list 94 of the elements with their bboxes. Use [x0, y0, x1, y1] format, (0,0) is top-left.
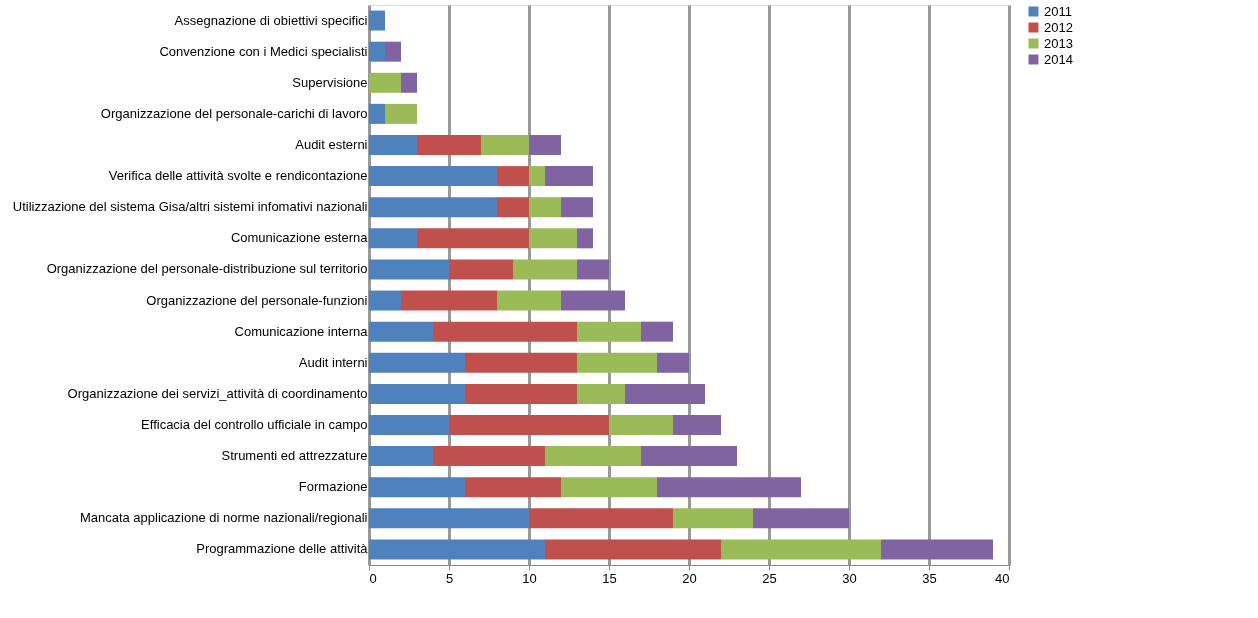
- legend-label: 2011: [1044, 3, 1072, 19]
- x-tick-label: 10: [522, 570, 537, 586]
- bar: [369, 72, 401, 93]
- y-tick-label: Mancata applicazione di norme nazionali/regionali: [79, 510, 368, 526]
- bar: [545, 166, 593, 187]
- bar: [401, 72, 417, 93]
- bar: [577, 352, 657, 373]
- bar: [673, 415, 721, 435]
- bar: [369, 477, 465, 498]
- bar: [561, 477, 657, 498]
- y-tick-label: Organizzazione del personale-carichi di lavoro: [100, 105, 368, 121]
- bar: [369, 321, 433, 342]
- bar: [721, 539, 881, 560]
- y-tick-label: Utilizzazione del sistema Gisa/altri sistemi infomativi nazionali: [12, 199, 368, 215]
- bar: [401, 290, 497, 311]
- bar: [369, 539, 545, 560]
- bar: [417, 228, 529, 249]
- bar: [529, 508, 673, 529]
- y-tick-label: Programmazione delle attività: [196, 541, 369, 557]
- bar: [369, 103, 385, 124]
- x-tick-label: 40: [995, 570, 1010, 586]
- bar: [369, 259, 449, 280]
- bar: [481, 135, 529, 155]
- bar: [625, 383, 705, 404]
- x-tick-label: 25: [762, 570, 777, 586]
- y-tick-label: Comunicazione interna: [234, 323, 369, 339]
- bar: [369, 508, 529, 529]
- y-tick-label: Strumenti ed attrezzature: [221, 448, 368, 464]
- legend-label: 2013: [1044, 35, 1073, 51]
- x-tick-label: 35: [922, 570, 937, 586]
- x-tick-label: 0: [369, 570, 377, 586]
- bar: [465, 352, 577, 373]
- bar: [641, 321, 673, 342]
- bar: [369, 41, 385, 62]
- y-tick-label: Efficacia del controllo ufficiale in campo: [141, 417, 368, 432]
- y-tick-label: Audit interni: [298, 354, 368, 370]
- legend-label: 2012: [1044, 19, 1073, 35]
- bar: [369, 383, 465, 404]
- bar: [433, 321, 577, 342]
- bar: [561, 290, 625, 311]
- bar: [529, 197, 561, 218]
- y-tick-label: Organizzazione dei servizi_attività di coordinamento: [67, 385, 368, 401]
- bar: [417, 135, 481, 155]
- bar: [753, 508, 849, 529]
- y-tick-label: Supervisione: [292, 74, 368, 90]
- bar: [577, 321, 641, 342]
- bar: [449, 415, 609, 435]
- bar: [385, 41, 401, 62]
- bar: [641, 446, 737, 467]
- x-tick-label: 20: [682, 570, 697, 586]
- bar: [369, 197, 497, 218]
- bar: [497, 197, 529, 218]
- bar: [369, 352, 465, 373]
- bar: [577, 259, 609, 280]
- y-tick-label: Convenzione con i Medici specialisti: [159, 43, 368, 59]
- bar: [545, 446, 641, 467]
- bar: [369, 446, 433, 467]
- bar: [513, 259, 577, 280]
- bar: [657, 352, 689, 373]
- bar: [657, 477, 801, 498]
- y-tick-label: Organizzazione del personale-funzioni: [146, 292, 368, 308]
- bar: [385, 103, 417, 124]
- bar: [497, 166, 529, 187]
- y-tick-label: Formazione: [298, 479, 368, 495]
- y-tick-label: Comunicazione esterna: [230, 230, 369, 246]
- bar: [433, 446, 545, 467]
- bar: [369, 10, 385, 31]
- bar: [369, 166, 497, 187]
- bar: [497, 290, 561, 311]
- bar: [609, 415, 673, 435]
- bar: [369, 290, 401, 311]
- bar: [577, 383, 625, 404]
- bar: [369, 135, 417, 155]
- y-tick-label: Verifica delle attività svolte e rendicontazione: [108, 168, 368, 184]
- bar: [449, 259, 513, 280]
- bar: [673, 508, 753, 529]
- legend-label: 2014: [1044, 51, 1073, 67]
- x-tick-label: 30: [842, 570, 857, 586]
- bar: [465, 383, 577, 404]
- y-tick-label: Audit esterni: [295, 137, 368, 152]
- y-tick-label: Organizzazione del personale-distribuzione sul territorio: [46, 261, 368, 277]
- y-tick-label: Assegnazione di obiettivi specifici: [174, 12, 368, 28]
- bar: [369, 228, 417, 249]
- bar: [577, 228, 593, 249]
- bar: [369, 415, 449, 435]
- x-tick-label: 5: [445, 570, 454, 586]
- bar: [465, 477, 561, 498]
- bar: [881, 539, 993, 560]
- x-tick-label: 15: [602, 570, 617, 586]
- bar: [529, 135, 561, 155]
- bar: [545, 539, 721, 560]
- bar: [529, 228, 577, 249]
- bar: [561, 197, 593, 218]
- bar: [529, 166, 545, 187]
